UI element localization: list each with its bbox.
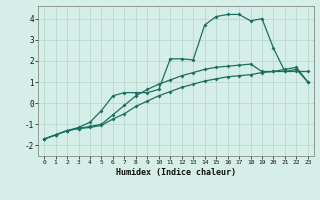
X-axis label: Humidex (Indice chaleur): Humidex (Indice chaleur)	[116, 168, 236, 177]
